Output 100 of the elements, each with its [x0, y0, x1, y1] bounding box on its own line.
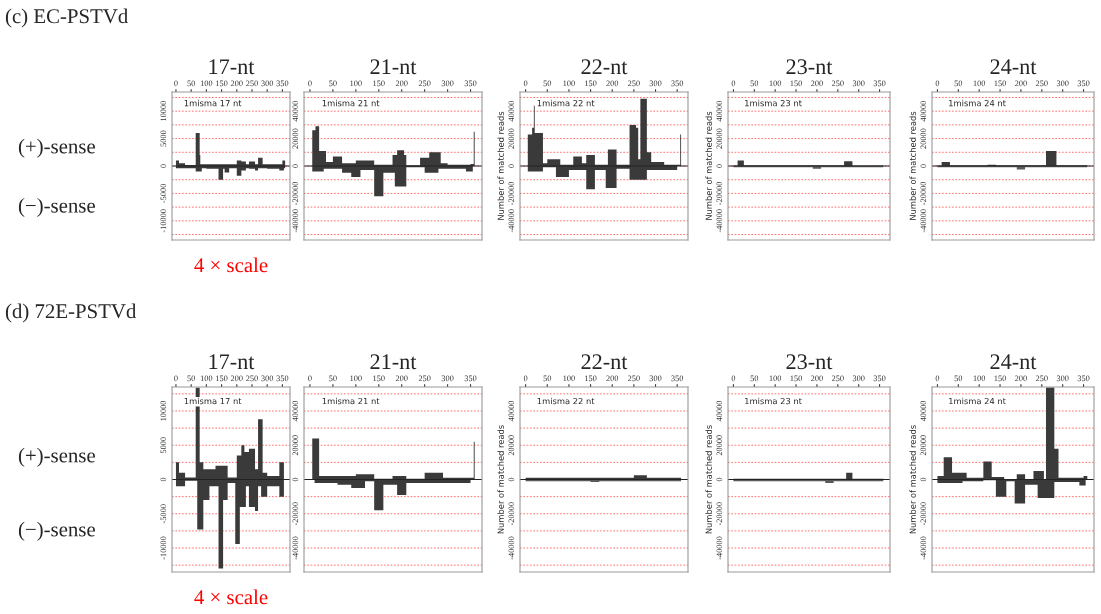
text: (d) 72E-PSTVd — [5, 303, 137, 323]
x-tick-label: 300 — [441, 80, 454, 87]
text: (−)-sense — [18, 197, 95, 217]
annotation: 1misma 17 nt — [184, 99, 242, 107]
x-tick-label: 0 — [731, 375, 736, 382]
x-tick-label: 150 — [994, 80, 1006, 87]
y-tick-label: 0 — [292, 164, 299, 168]
y-tick-label: 40000 — [508, 101, 515, 122]
y-tick-label: -40000 — [716, 536, 723, 560]
chart-title: 17-nt — [209, 354, 255, 370]
x-tick-label: 100 — [769, 375, 782, 382]
x-tick-label: 50 — [187, 80, 196, 87]
y-tick-label: 0 — [160, 164, 167, 168]
text: (+)-sense — [18, 138, 95, 158]
y-tick-label: -10000 — [160, 536, 167, 560]
y-tick-label: 5000 — [160, 130, 167, 147]
x-tick-label: 200 — [1015, 375, 1027, 382]
y-tick-label: 20000 — [920, 435, 927, 456]
chart-title: 23-nt — [786, 354, 833, 370]
y-tick-label: 40000 — [716, 101, 723, 122]
x-tick-label: 100 — [563, 375, 575, 382]
x-tick-label: 350 — [464, 375, 477, 382]
chart-title: 24-nt — [990, 354, 1037, 370]
x-tick-label: 350 — [671, 375, 684, 382]
y-axis-title: Number of matched reads — [705, 425, 712, 534]
text: (−)-sense — [18, 521, 95, 541]
y-tick-label: -40000 — [508, 209, 515, 233]
y-tick-label: 20000 — [716, 128, 723, 149]
y-tick-label: -5000 — [160, 504, 167, 524]
y-tick-label: 0 — [920, 477, 927, 482]
x-tick-label: 100 — [350, 375, 362, 382]
y-tick-label: 20000 — [716, 435, 723, 456]
y-tick-label: 0 — [716, 477, 723, 482]
x-tick-label: 350 — [276, 375, 289, 382]
y-tick-label: 40000 — [716, 400, 723, 422]
x-tick-label: 300 — [852, 80, 865, 87]
x-tick-label: 100 — [973, 375, 986, 382]
y-tick-label: -20000 — [292, 181, 299, 205]
x-tick-label: 250 — [627, 80, 640, 87]
y-tick-label: 20000 — [508, 435, 515, 456]
x-tick-label: 0 — [523, 80, 528, 87]
x-tick-label: 100 — [769, 80, 782, 87]
annotation: 1misma 21 nt — [322, 99, 380, 107]
y-tick-label: 0 — [920, 164, 927, 168]
x-tick-label: 0 — [935, 375, 940, 382]
y-tick-label: 10000 — [160, 400, 167, 421]
x-tick-label: 200 — [395, 375, 408, 382]
x-tick-label: 200 — [811, 375, 823, 382]
y-tick-label: 40000 — [508, 400, 515, 422]
y-tick-label: -20000 — [920, 502, 927, 526]
x-tick-label: 200 — [230, 80, 243, 87]
x-tick-label: 250 — [831, 80, 844, 87]
y-tick-label: -40000 — [292, 209, 299, 233]
x-tick-label: 250 — [1035, 375, 1048, 382]
x-tick-label: 150 — [373, 375, 385, 382]
x-tick-label: 150 — [790, 375, 802, 382]
x-tick-label: 50 — [750, 375, 759, 382]
annotation: 1misma 24 nt — [949, 397, 1006, 405]
x-tick-label: 0 — [731, 80, 736, 87]
chart-title: 21-nt — [370, 354, 417, 370]
text: 4 × scale — [194, 589, 268, 605]
x-tick-label: 350 — [1077, 375, 1090, 382]
y-tick-label: 0 — [716, 164, 723, 168]
y-axis-title: Number of matched reads — [497, 111, 504, 220]
x-tick-label: 50 — [329, 375, 337, 382]
y-tick-label: 0 — [292, 477, 299, 482]
x-tick-label: 300 — [649, 80, 662, 87]
x-tick-label: 200 — [811, 80, 823, 87]
y-axis-title: Number of matched reads — [909, 425, 916, 534]
x-tick-label: 250 — [246, 80, 258, 87]
x-tick-label: 200 — [1015, 80, 1027, 87]
x-tick-label: 350 — [671, 80, 684, 87]
annotation: 1misma 17 nt — [184, 397, 242, 405]
x-tick-label: 300 — [1056, 80, 1069, 87]
x-tick-label: 300 — [852, 375, 865, 382]
y-tick-label: 40000 — [292, 400, 299, 422]
x-tick-label: 300 — [649, 375, 662, 382]
text: (c) EC-PSTVd — [5, 8, 128, 28]
x-tick-label: 350 — [873, 375, 886, 382]
x-tick-label: 150 — [373, 80, 385, 87]
text: 4 × scale — [194, 257, 268, 273]
x-tick-label: 50 — [187, 375, 196, 382]
x-tick-label: 150 — [585, 375, 597, 382]
x-tick-label: 100 — [973, 80, 986, 87]
y-tick-label: 5000 — [160, 437, 167, 454]
y-tick-label: 40000 — [292, 101, 299, 122]
y-tick-label: -20000 — [292, 502, 299, 526]
chart-title: 22-nt — [581, 354, 628, 370]
x-tick-label: 250 — [831, 375, 844, 382]
y-tick-label: -10000 — [160, 209, 167, 233]
y-tick-label: -40000 — [508, 536, 515, 560]
annotation: 1misma 24 nt — [949, 99, 1006, 107]
y-tick-label: -40000 — [716, 209, 723, 233]
y-tick-label: -20000 — [716, 181, 723, 205]
x-tick-label: 50 — [543, 375, 552, 382]
y-tick-label: -20000 — [508, 502, 515, 526]
chart-title: 24-nt — [990, 59, 1037, 75]
y-tick-label: 20000 — [292, 435, 299, 456]
x-tick-label: 200 — [606, 375, 619, 382]
y-axis-title: Number of matched reads — [497, 425, 504, 534]
